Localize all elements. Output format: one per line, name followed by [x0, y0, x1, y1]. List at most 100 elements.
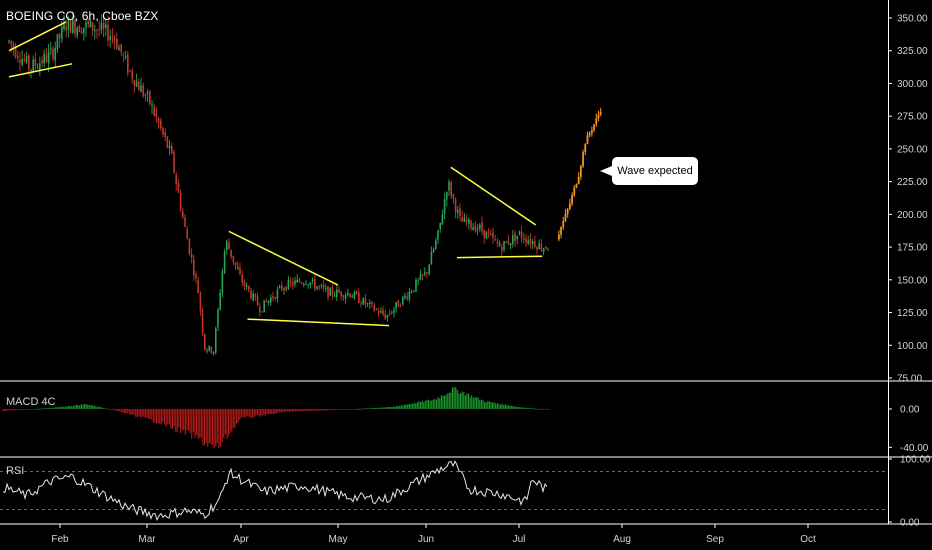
macd-bar: [504, 404, 506, 409]
macd-bar: [82, 404, 84, 409]
macd-bar: [400, 405, 402, 409]
candle-body: [232, 255, 235, 263]
macd-bar: [205, 408, 207, 443]
candle-body: [39, 63, 41, 71]
rsi-axis: 100.00 0.00: [888, 455, 931, 529]
candle-body: [267, 300, 270, 303]
candle-body: [322, 285, 325, 288]
macd-bar: [405, 404, 407, 409]
candle-body: [124, 56, 127, 58]
candle-body: [358, 292, 360, 304]
macd-bar: [436, 399, 438, 409]
macd-bar: [8, 408, 10, 411]
macd-bar: [119, 408, 121, 412]
macd-bar: [330, 408, 332, 411]
macd-bar: [167, 408, 169, 425]
macd-bar: [495, 403, 497, 409]
time-tick-label: Jul: [513, 534, 526, 545]
projection-candle: [586, 135, 589, 145]
candle-body: [432, 248, 435, 253]
macd-bar: [263, 408, 265, 415]
candle-body: [470, 220, 472, 228]
macd-bar: [309, 408, 311, 412]
candle-body: [204, 334, 206, 350]
macd-bar: [501, 403, 503, 409]
macd-bar: [428, 399, 430, 409]
candle-body: [87, 20, 89, 25]
candle-body: [41, 60, 43, 64]
macd-bar: [410, 403, 412, 409]
candle-body: [446, 192, 448, 200]
macd-bar: [434, 399, 436, 409]
projection-candle: [560, 227, 562, 235]
macd-bar: [213, 408, 215, 448]
macd-bar: [248, 408, 250, 418]
macd-bar: [232, 408, 234, 428]
macd-tick-label: 0.00: [900, 404, 920, 415]
macd-bar: [442, 395, 444, 409]
candle-body: [419, 274, 422, 280]
macd-bar: [509, 405, 511, 409]
macd-bar: [476, 397, 478, 409]
macd-bar: [250, 408, 252, 418]
macd-bar: [348, 408, 350, 410]
macd-bar: [244, 408, 246, 418]
time-tick-label: Apr: [233, 534, 249, 545]
projection-candle: [579, 165, 582, 177]
macd-bar: [191, 408, 193, 439]
macd-bar: [439, 398, 441, 409]
macd-bar: [328, 408, 330, 411]
macd-bar: [487, 401, 489, 409]
macd-axis: 0.00 -40.00: [888, 404, 929, 454]
macd-bar: [432, 399, 434, 409]
candle-body: [265, 301, 268, 303]
candle-body: [74, 19, 76, 34]
macd-bar: [448, 392, 450, 409]
macd-bar: [354, 408, 356, 410]
candle-body: [498, 241, 501, 247]
macd-bar: [535, 408, 537, 410]
macd-bar: [112, 408, 114, 411]
macd-bar: [480, 399, 482, 409]
candle-body: [146, 92, 149, 94]
yellow-trendline: [8, 63, 73, 78]
candle-body: [107, 24, 109, 41]
macd-bar: [68, 405, 70, 409]
candle-body: [226, 240, 228, 251]
candle-body: [487, 232, 490, 234]
macd-bar: [45, 408, 47, 410]
projection-candle: [584, 144, 587, 153]
macd-bar: [92, 405, 94, 409]
candle-body: [479, 224, 481, 229]
macd-bar: [525, 407, 527, 409]
macd-bar: [311, 408, 313, 411]
macd-bar: [172, 408, 174, 429]
candle-body: [415, 280, 417, 292]
macd-bar: [116, 408, 118, 411]
candle-body: [307, 284, 309, 286]
macd-bar: [215, 408, 217, 447]
macd-bar: [418, 401, 420, 409]
macd-bar: [237, 408, 239, 423]
macd-bar: [472, 398, 474, 409]
macd-bar: [104, 408, 106, 410]
candle-body: [516, 235, 518, 240]
macd-bar: [319, 408, 321, 411]
rsi-tick-label: 100.00: [900, 455, 931, 466]
macd-bar: [359, 408, 361, 410]
candle-body: [94, 30, 96, 32]
macd-bar: [362, 408, 364, 410]
candle-body: [380, 311, 382, 313]
macd-bar: [60, 407, 62, 409]
candle-body: [439, 222, 441, 229]
candle-body: [177, 182, 180, 193]
candle-body: [133, 80, 136, 87]
macd-bar: [168, 408, 170, 425]
candle-body: [58, 33, 61, 39]
macd-bar: [109, 408, 111, 410]
macd-bar: [106, 408, 108, 410]
candle-body: [241, 274, 243, 283]
macd-bar: [52, 407, 54, 409]
candle-body: [505, 241, 507, 243]
